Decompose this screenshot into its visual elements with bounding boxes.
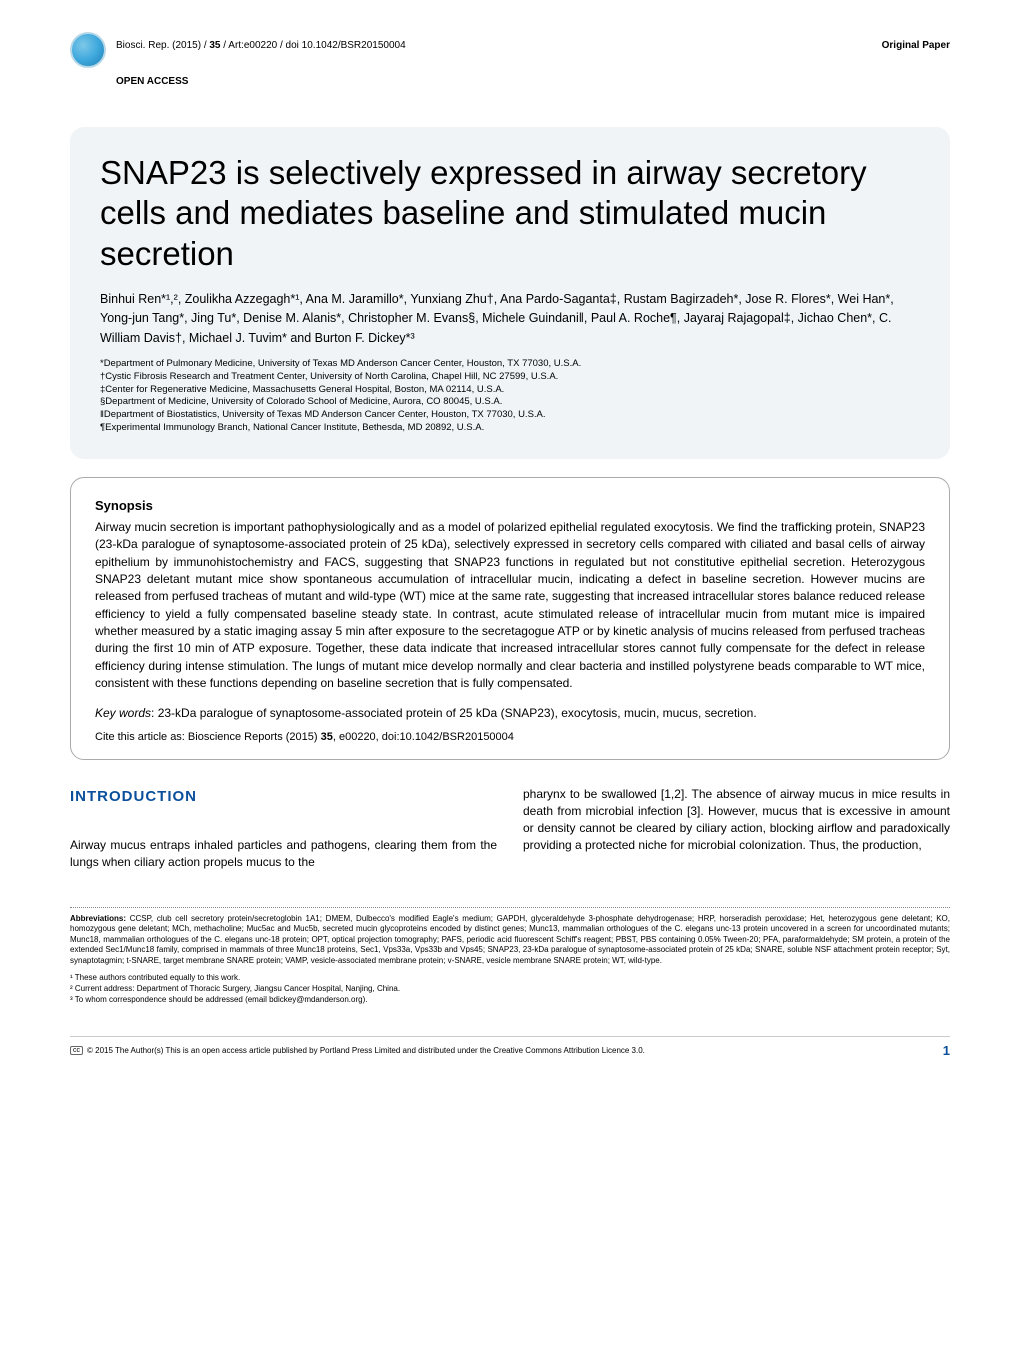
footnote: ³ To whom correspondence should be addre… xyxy=(70,994,950,1005)
keywords-label: Key words xyxy=(95,706,151,720)
affiliation: ‖Department of Biostatistics, University… xyxy=(100,409,920,422)
affiliation: *Department of Pulmonary Medicine, Unive… xyxy=(100,358,920,371)
affiliation: ‡Center for Regenerative Medicine, Massa… xyxy=(100,384,920,397)
cite-suffix: / Art:e00220 / doi 10.1042/BSR20150004 xyxy=(221,40,406,51)
cite-as-line: Cite this article as: Bioscience Reports… xyxy=(95,731,925,743)
body-col-left: INTRODUCTION Airway mucus entraps inhale… xyxy=(70,786,497,871)
cite-volume: 35 xyxy=(209,40,220,51)
header-text: Biosci. Rep. (2015) / 35 / Art:e00220 / … xyxy=(116,40,950,51)
cc-icon: cc xyxy=(70,1046,83,1055)
affiliation: †Cystic Fibrosis Research and Treatment … xyxy=(100,371,920,384)
keywords-line: Key words: 23-kDa paralogue of synaptoso… xyxy=(95,705,925,722)
cite-prefix: Biosci. Rep. (2015) / xyxy=(116,40,209,51)
header-citation: Biosci. Rep. (2015) / 35 / Art:e00220 / … xyxy=(116,40,406,51)
footer-copyright: cc © 2015 The Author(s) This is an open … xyxy=(70,1046,645,1055)
cite-as-vol: 35 xyxy=(321,731,333,743)
body-col-right: pharynx to be swallowed [1,2]. The absen… xyxy=(523,786,950,871)
affiliation: §Department of Medicine, University of C… xyxy=(100,396,920,409)
authors-line: Binhui Ren*¹,², Zoulikha Azzegagh*¹, Ana… xyxy=(100,290,920,348)
header-row: Biosci. Rep. (2015) / 35 / Art:e00220 / … xyxy=(70,40,950,68)
abbrev-text: CCSP, club cell secretory protein/secret… xyxy=(70,914,950,965)
body-columns: INTRODUCTION Airway mucus entraps inhale… xyxy=(70,786,950,871)
footer-rule xyxy=(70,907,950,908)
page-number: 1 xyxy=(943,1043,950,1058)
keywords-text: : 23-kDa paralogue of synaptosome-associ… xyxy=(151,706,757,720)
affiliation: ¶Experimental Immunology Branch, Nationa… xyxy=(100,422,920,435)
abbreviations-block: Abbreviations: CCSP, club cell secretory… xyxy=(70,914,950,966)
cite-as-suffix: , e00220, doi:10.1042/BSR20150004 xyxy=(333,731,514,743)
open-access-label: OPEN ACCESS xyxy=(116,76,950,87)
footnote: ² Current address: Department of Thoraci… xyxy=(70,983,950,994)
copyright-text: © 2015 The Author(s) This is an open acc… xyxy=(87,1046,645,1055)
synopsis-heading: Synopsis xyxy=(95,498,925,513)
synopsis-text: Airway mucin secretion is important path… xyxy=(95,519,925,693)
cite-as-prefix: Cite this article as: Bioscience Reports… xyxy=(95,731,321,743)
affiliations-list: *Department of Pulmonary Medicine, Unive… xyxy=(100,358,920,435)
article-title: SNAP23 is selectively expressed in airwa… xyxy=(100,153,920,274)
paper-type-label: Original Paper xyxy=(882,40,950,51)
title-block: SNAP23 is selectively expressed in airwa… xyxy=(70,127,950,459)
intro-heading: INTRODUCTION xyxy=(70,786,497,807)
intro-col2-text: pharynx to be swallowed [1,2]. The absen… xyxy=(523,786,950,853)
journal-logo-icon xyxy=(70,32,106,68)
footnote: ¹ These authors contributed equally to t… xyxy=(70,972,950,983)
abbrev-label: Abbreviations: xyxy=(70,914,126,923)
synopsis-box: Synopsis Airway mucin secretion is impor… xyxy=(70,477,950,761)
intro-col1-text: Airway mucus entraps inhaled particles a… xyxy=(70,837,497,871)
page-footer: cc © 2015 The Author(s) This is an open … xyxy=(70,1036,950,1058)
